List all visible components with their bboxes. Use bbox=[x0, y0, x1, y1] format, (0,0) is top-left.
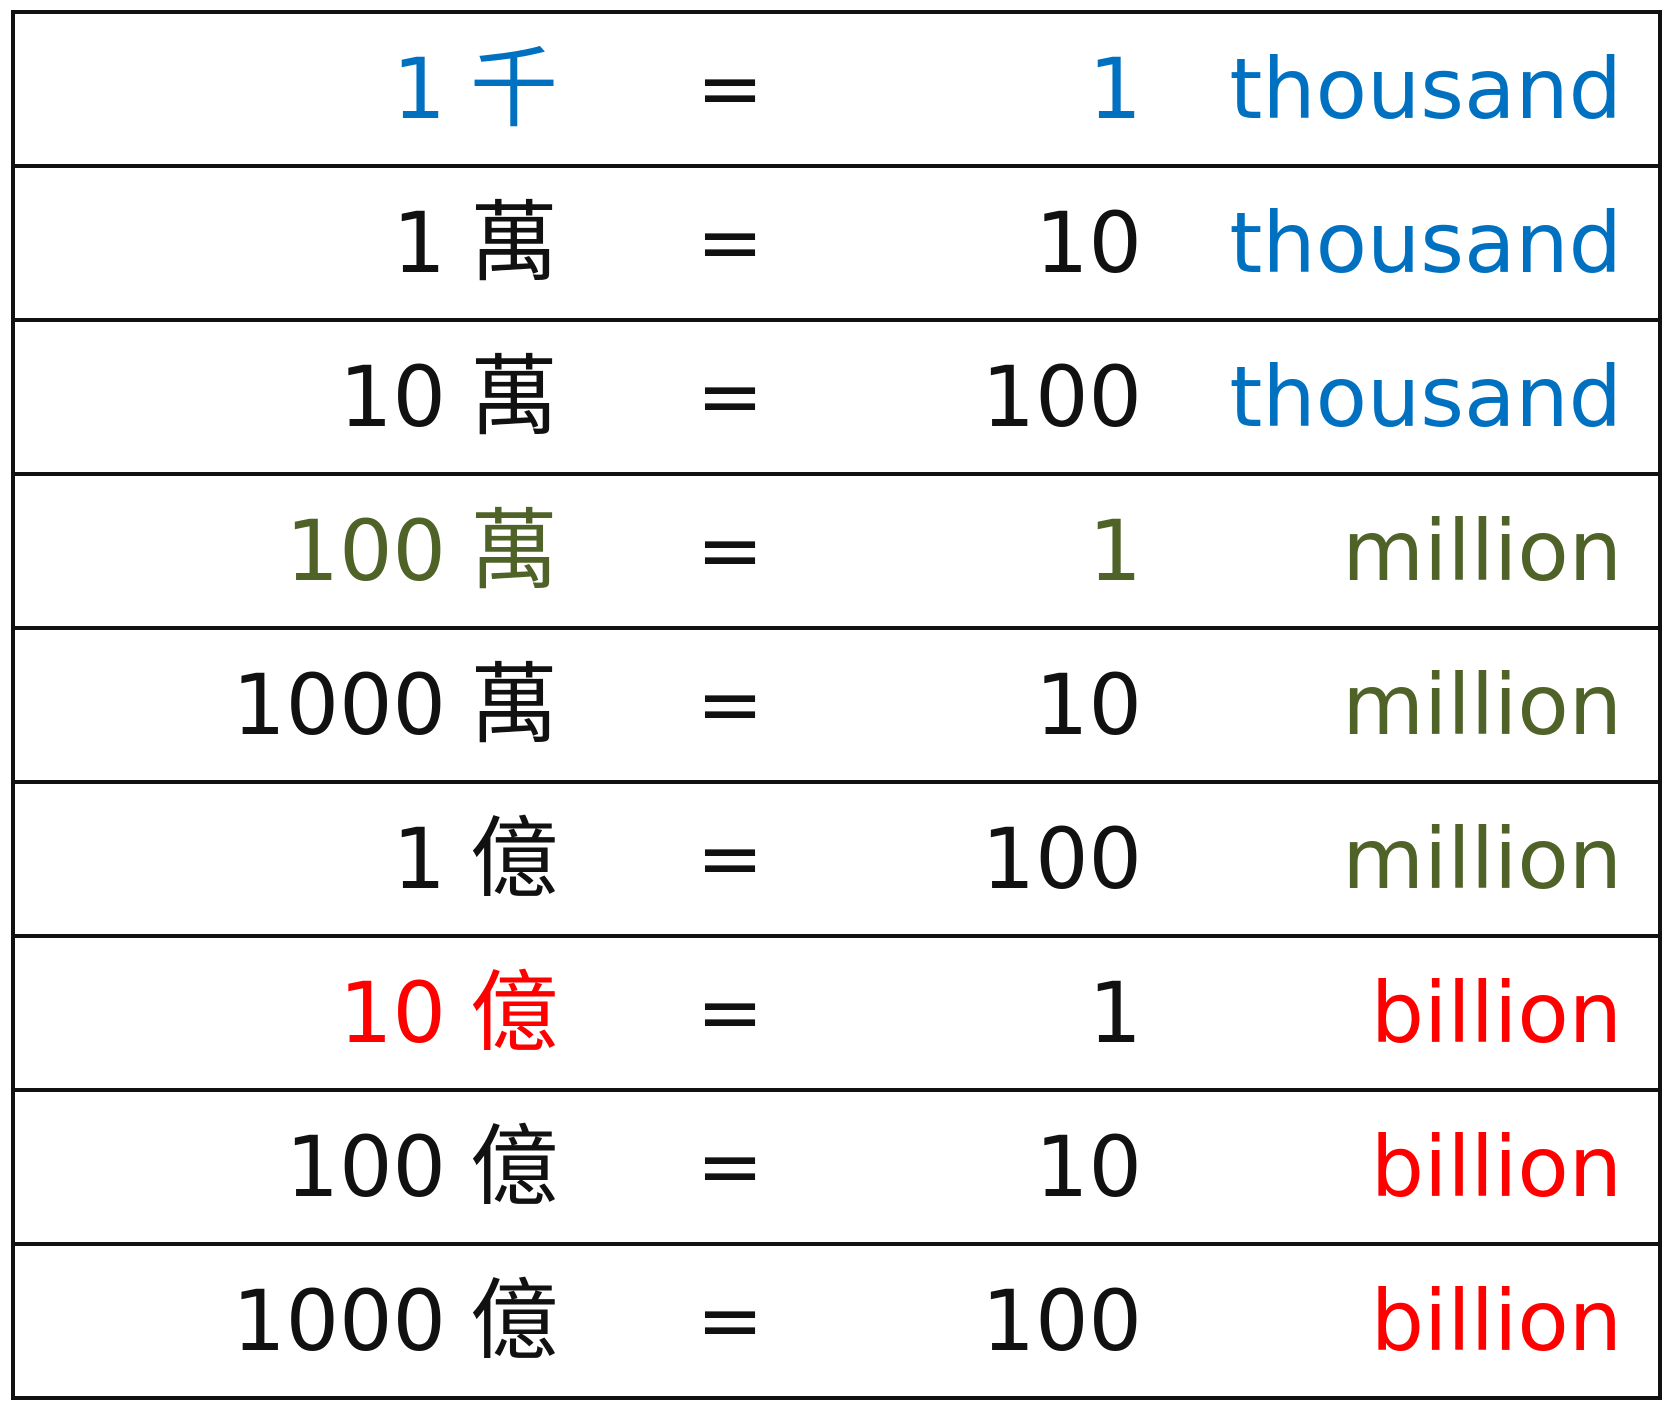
equals-sign: = bbox=[696, 504, 764, 597]
english-unit: billion bbox=[1370, 1118, 1622, 1216]
table-row: 10 億 = 1 billion bbox=[15, 938, 1658, 1092]
equals-sign: = bbox=[696, 42, 764, 135]
table-row: 10 萬 = 100 thousand bbox=[15, 322, 1658, 476]
chinese-number: 1 bbox=[392, 810, 446, 908]
chinese-unit: 千 bbox=[469, 37, 558, 140]
chinese-unit: 萬 bbox=[469, 653, 558, 756]
chinese-amount: 100 萬 bbox=[286, 476, 558, 626]
chinese-unit: 億 bbox=[469, 1269, 558, 1372]
equals-sign: = bbox=[696, 812, 764, 905]
english-number: 10 bbox=[1035, 1118, 1142, 1216]
table-row: 100 億 = 10 billion bbox=[15, 1092, 1658, 1246]
equals-sign: = bbox=[696, 1274, 764, 1367]
chinese-unit: 萬 bbox=[469, 345, 558, 448]
chinese-amount: 100 億 bbox=[286, 1092, 558, 1242]
chinese-amount: 10 億 bbox=[339, 938, 558, 1088]
chinese-number: 100 bbox=[285, 1118, 446, 1216]
chinese-amount: 1000 萬 bbox=[232, 630, 558, 780]
chinese-number: 10 bbox=[339, 964, 446, 1062]
chinese-unit: 萬 bbox=[469, 499, 558, 602]
equals-sign: = bbox=[696, 196, 764, 289]
english-number: 100 bbox=[981, 1272, 1142, 1370]
chinese-unit: 億 bbox=[469, 961, 558, 1064]
english-unit: thousand bbox=[1229, 194, 1622, 292]
chinese-number: 10 bbox=[339, 348, 446, 446]
table-row: 1000 億 = 100 billion bbox=[15, 1246, 1658, 1396]
english-number: 100 bbox=[981, 348, 1142, 446]
chinese-number: 1000 bbox=[232, 1272, 446, 1370]
english-unit: million bbox=[1342, 656, 1622, 754]
chinese-number: 1000 bbox=[232, 656, 446, 754]
english-unit: thousand bbox=[1229, 348, 1622, 446]
chinese-unit: 萬 bbox=[469, 191, 558, 294]
english-unit: thousand bbox=[1229, 40, 1622, 138]
english-number: 10 bbox=[1035, 656, 1142, 754]
chinese-number: 1 bbox=[392, 194, 446, 292]
english-number: 1 bbox=[1088, 502, 1142, 600]
english-number: 1 bbox=[1088, 40, 1142, 138]
chinese-number: 100 bbox=[285, 502, 446, 600]
english-number: 10 bbox=[1035, 194, 1142, 292]
english-unit: billion bbox=[1370, 1272, 1622, 1370]
chinese-unit: 億 bbox=[469, 1115, 558, 1218]
english-number: 100 bbox=[981, 810, 1142, 908]
chinese-number: 1 bbox=[392, 40, 446, 138]
english-unit: billion bbox=[1370, 964, 1622, 1062]
english-number: 1 bbox=[1088, 964, 1142, 1062]
table-row: 1000 萬 = 10 million bbox=[15, 630, 1658, 784]
chinese-amount: 1000 億 bbox=[232, 1246, 558, 1396]
table-row: 100 萬 = 1 million bbox=[15, 476, 1658, 630]
chinese-amount: 10 萬 bbox=[339, 322, 558, 472]
equals-sign: = bbox=[696, 658, 764, 751]
english-unit: million bbox=[1342, 810, 1622, 908]
chinese-unit: 億 bbox=[469, 807, 558, 910]
equals-sign: = bbox=[696, 350, 764, 443]
equals-sign: = bbox=[696, 966, 764, 1059]
equals-sign: = bbox=[696, 1120, 764, 1213]
english-unit: million bbox=[1342, 502, 1622, 600]
